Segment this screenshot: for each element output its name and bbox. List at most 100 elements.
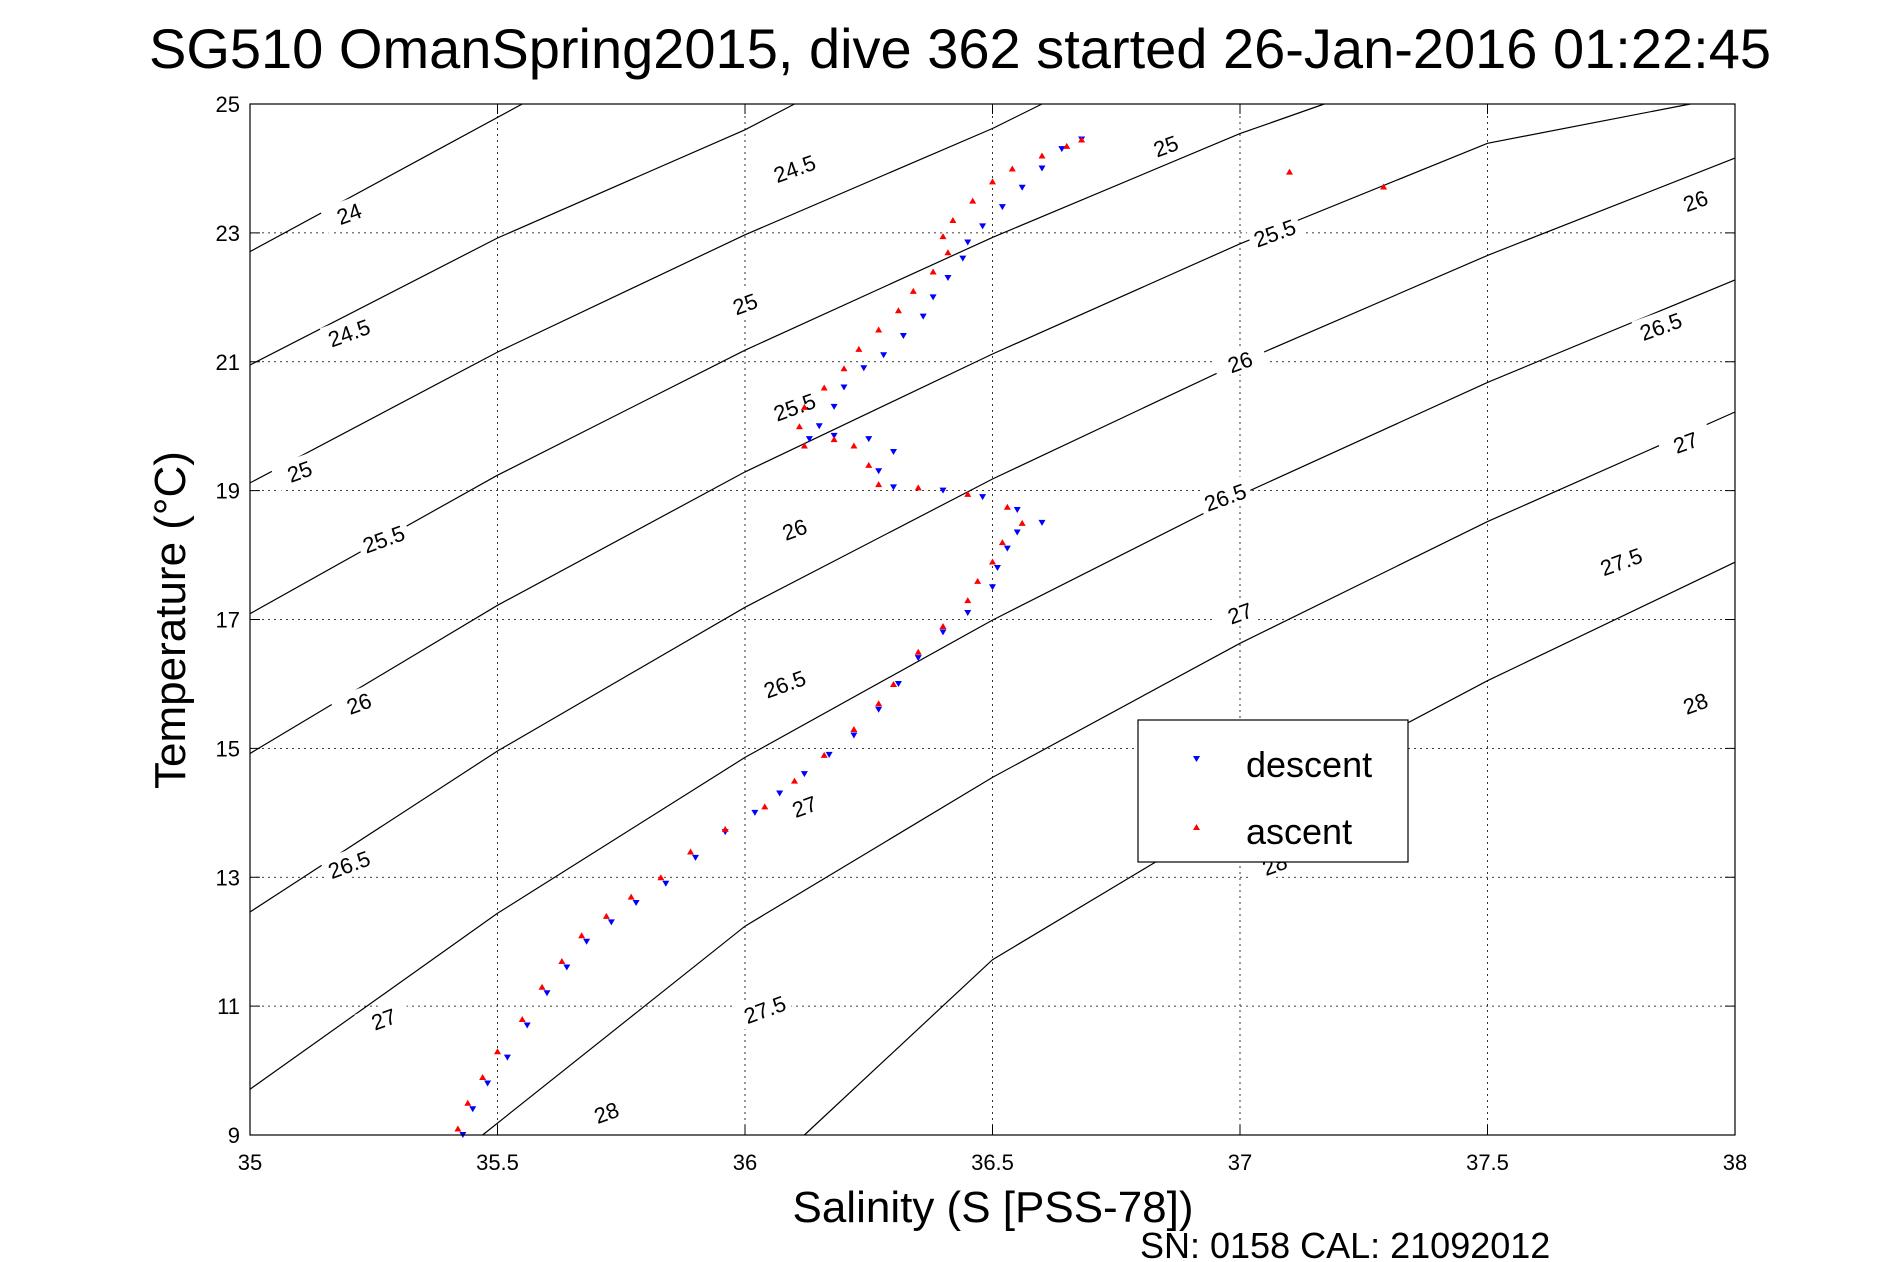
descent-point xyxy=(875,706,883,713)
descent-point xyxy=(583,938,591,945)
ascent-point xyxy=(840,365,848,372)
ascent-point xyxy=(914,484,922,491)
descent-point xyxy=(543,990,551,997)
descent-point xyxy=(1058,146,1066,153)
descent-point xyxy=(944,274,952,281)
contour-label: 25.5 xyxy=(770,388,819,426)
ascent-point xyxy=(989,178,996,185)
density-contour-26 xyxy=(249,103,1691,755)
contour-label-bg xyxy=(1666,178,1724,221)
ascent-point xyxy=(820,384,828,391)
density-contour-26.5 xyxy=(249,157,1736,913)
descent-point xyxy=(830,403,838,410)
contour-label-bg xyxy=(1245,210,1304,254)
ascent-point xyxy=(464,1099,472,1106)
descent-point xyxy=(815,423,823,430)
y-tick-label: 17 xyxy=(216,608,240,633)
density-contour-24 xyxy=(249,103,523,253)
descent-point xyxy=(860,365,868,372)
y-tick-label: 9 xyxy=(228,1123,240,1148)
legend-ascent-label: ascent xyxy=(1246,811,1352,852)
contour-label: 27.5 xyxy=(741,991,790,1029)
ascent-point xyxy=(721,825,729,832)
x-tick-label: 35.5 xyxy=(476,1150,519,1175)
descent-point xyxy=(825,751,833,758)
descent-point xyxy=(830,432,838,439)
descent-point xyxy=(523,1022,531,1029)
contour-label-bg xyxy=(755,661,814,705)
descent-point xyxy=(979,223,987,230)
descent-point xyxy=(993,564,1001,571)
ascent-point xyxy=(1018,519,1026,526)
descent-point xyxy=(484,1080,492,1087)
contour-label-bg xyxy=(270,449,329,492)
descent-point xyxy=(840,384,848,391)
ascent-point xyxy=(830,436,838,443)
descent-point xyxy=(469,1106,477,1113)
ascent-point xyxy=(894,307,902,314)
y-tick-label: 15 xyxy=(216,736,240,761)
y-axis-ticks: 9 11 13 15 17 19 21 23 25 xyxy=(216,92,1735,1148)
descent-point xyxy=(607,919,615,926)
contour-label-bg xyxy=(329,681,388,724)
contour-label: 25.5 xyxy=(359,520,408,558)
descent-point xyxy=(939,487,947,494)
ascent-point xyxy=(518,1016,526,1023)
x-tick-label: 36 xyxy=(733,1150,757,1175)
descent-point xyxy=(959,255,967,262)
contour-label: 24.5 xyxy=(325,314,374,352)
ascent-point xyxy=(850,726,858,733)
ascent-point xyxy=(627,893,635,900)
x-tick-label: 37 xyxy=(1228,1150,1252,1175)
descent-point xyxy=(894,680,902,687)
contour-label-bg xyxy=(1656,420,1715,463)
contour-label: 26.5 xyxy=(1637,308,1686,346)
descent-point xyxy=(964,239,972,246)
ascent-point xyxy=(538,983,546,990)
descent-point xyxy=(662,880,670,887)
descent-point xyxy=(1013,506,1021,513)
ascent-point xyxy=(791,777,798,784)
contour-label-bg xyxy=(1210,339,1269,382)
ascent-point xyxy=(761,803,769,810)
ascent-point xyxy=(974,577,982,584)
ascent-point xyxy=(454,1125,462,1132)
x-tick-label: 37.5 xyxy=(1466,1150,1509,1175)
descent-point xyxy=(875,468,883,475)
ascent-point xyxy=(964,490,972,497)
ascent-point xyxy=(578,932,586,939)
ascent-point xyxy=(890,680,897,687)
ascent-point xyxy=(865,461,873,468)
ascent-point xyxy=(939,233,947,240)
descent-point xyxy=(850,732,858,739)
contour-label-bg xyxy=(319,310,378,353)
descent-point xyxy=(989,584,996,591)
ascent-point xyxy=(914,648,922,655)
y-tick-label: 21 xyxy=(216,350,240,375)
y-tick-label: 23 xyxy=(216,221,240,246)
serial-calibration-footer: SN: 0158 CAL: 21092012 xyxy=(1140,1225,1550,1262)
legend-ascent-marker xyxy=(1193,824,1200,830)
ascent-point xyxy=(875,481,883,488)
contour-label-bg xyxy=(765,384,824,428)
descent-point xyxy=(998,204,1006,211)
descent-point xyxy=(776,790,784,797)
descent-point xyxy=(563,964,571,971)
ascent-point xyxy=(657,874,665,881)
contour-label-bg xyxy=(1210,591,1269,634)
contour-label: 24.5 xyxy=(770,150,819,188)
descent-point xyxy=(1038,519,1046,526)
descent-point xyxy=(805,436,813,443)
contour-label-bg xyxy=(1666,681,1724,724)
descent-point xyxy=(692,854,699,861)
ascent-point xyxy=(1003,503,1011,510)
contour-label-bg xyxy=(354,996,413,1040)
legend-descent-label: descent xyxy=(1246,744,1372,785)
y-tick-label: 25 xyxy=(216,92,240,117)
descent-point xyxy=(751,809,759,816)
x-tick-label: 38 xyxy=(1723,1150,1747,1175)
descent-point xyxy=(880,352,888,359)
ascent-point xyxy=(949,216,957,223)
descent-point xyxy=(899,332,907,339)
